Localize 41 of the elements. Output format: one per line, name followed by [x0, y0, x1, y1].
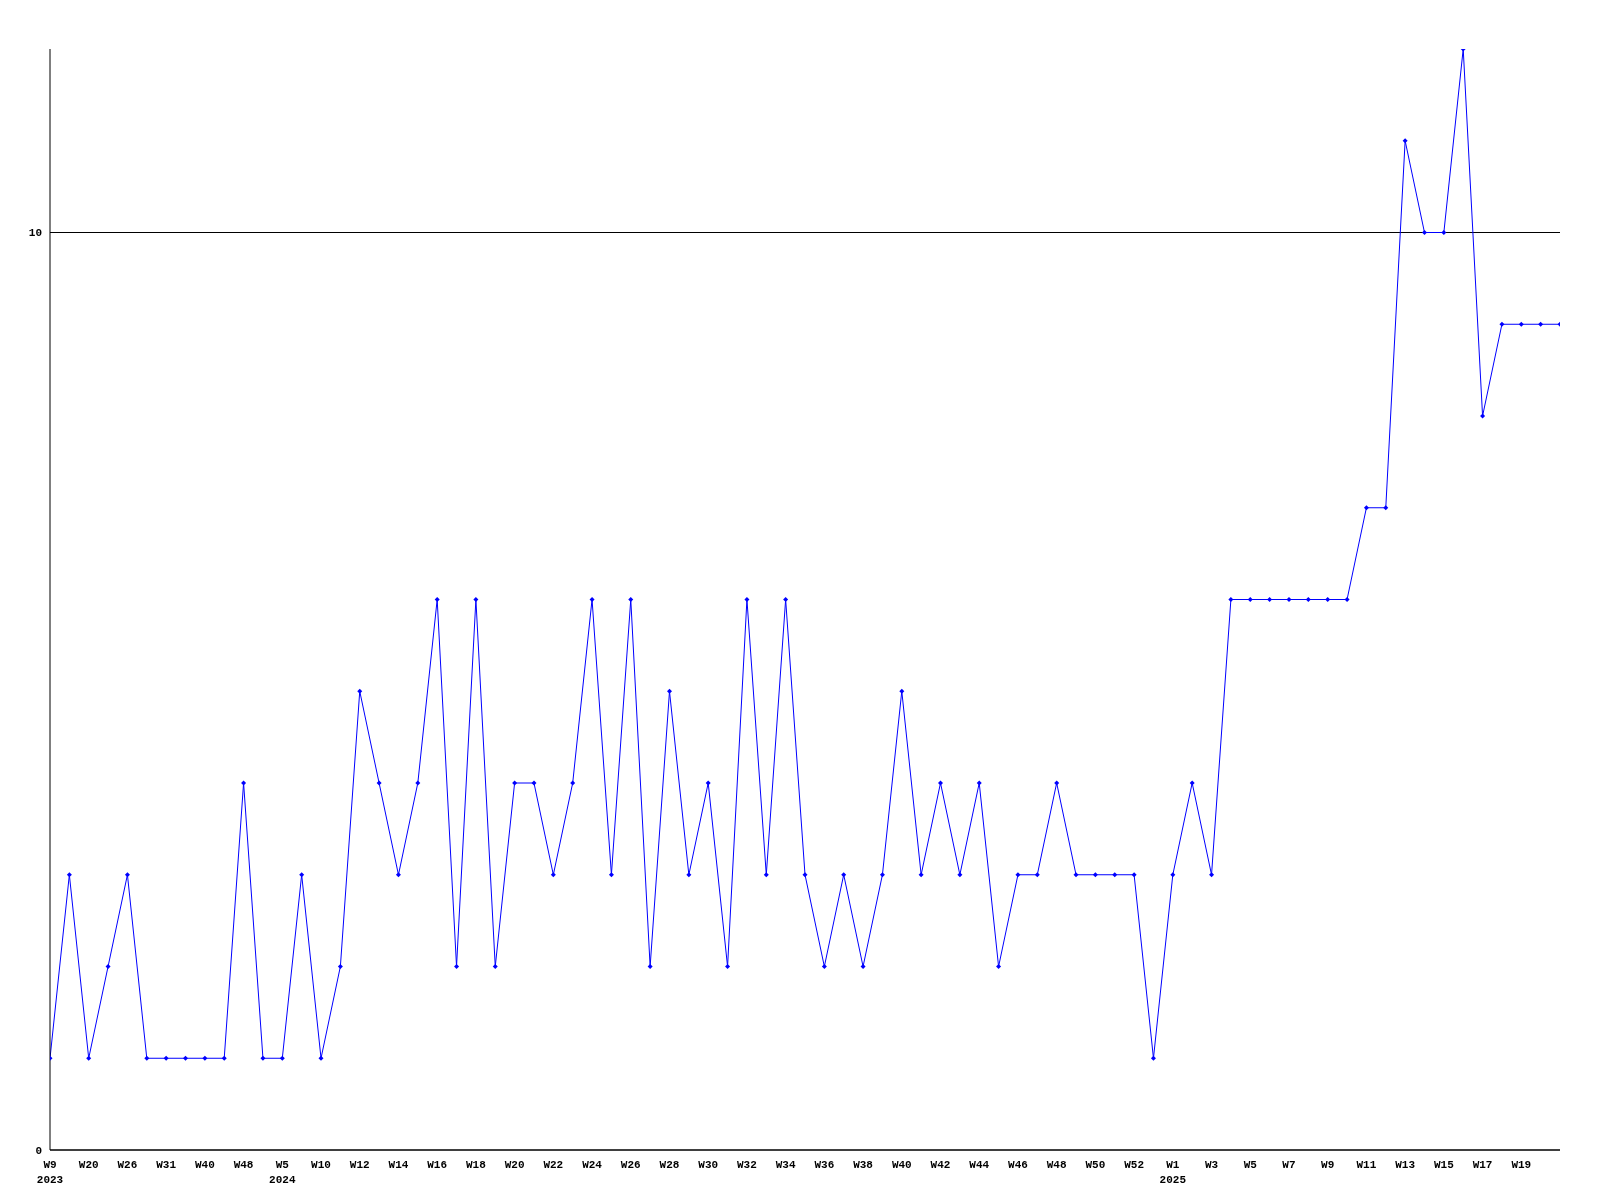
x-tick-label: W17 [1472, 1159, 1493, 1171]
x-tick-label: W20 [504, 1159, 525, 1171]
x-tick-label: W26 [117, 1159, 138, 1171]
y-tick-label: 10 [28, 227, 42, 240]
x-tick-label: W38 [853, 1159, 874, 1171]
x-tick-label: W1 2025 [1159, 1159, 1187, 1186]
x-tick-label: W48 [233, 1159, 254, 1171]
x-tick-label: W30 [698, 1159, 719, 1171]
x-tick-label: W5 2024 [269, 1159, 296, 1186]
x-tick-label: W22 [543, 1159, 564, 1171]
x-tick-label: W15 [1433, 1159, 1455, 1171]
x-tick-label: W3 [1204, 1159, 1219, 1171]
x-tick-label: W40 [194, 1159, 215, 1171]
x-tick-label: W46 [1008, 1159, 1028, 1171]
x-tick-label: W36 [814, 1159, 835, 1171]
x-tick-label: W11 [1356, 1159, 1377, 1171]
x-tick-label: W44 [969, 1159, 990, 1171]
x-tick-label: W32 [737, 1159, 757, 1171]
x-tick-label: W19 [1511, 1159, 1532, 1171]
x-tick-label: W13 [1395, 1159, 1416, 1171]
x-tick-label: W5 [1243, 1159, 1258, 1171]
x-tick-label: W42 [930, 1159, 951, 1171]
x-tick-label: W7 [1282, 1159, 1296, 1171]
x-tick-label: W28 [659, 1159, 680, 1171]
x-tick-label: W18 [465, 1159, 487, 1171]
x-tick-label: W14 [388, 1159, 409, 1171]
x-tick-label: W50 [1085, 1159, 1106, 1171]
x-tick-label: W16 [427, 1159, 448, 1171]
x-tick-label: W40 [891, 1159, 912, 1171]
x-tick-label: W48 [1046, 1159, 1067, 1171]
x-tick-label: W24 [582, 1159, 603, 1171]
x-tick-label: W34 [775, 1159, 796, 1171]
x-tick-label: W52 [1124, 1159, 1145, 1171]
x-tick-label: W9 2023 [36, 1159, 64, 1186]
x-tick-label: W12 [349, 1159, 370, 1171]
x-tick-label: W10 [311, 1159, 331, 1171]
y-tick-label: 0 [35, 1144, 42, 1157]
x-tick-label: W20 [78, 1159, 99, 1171]
x-tick-label: W9 [1321, 1159, 1335, 1171]
x-tick-label: W31 [156, 1159, 177, 1171]
x-tick-label: W26 [620, 1159, 641, 1171]
